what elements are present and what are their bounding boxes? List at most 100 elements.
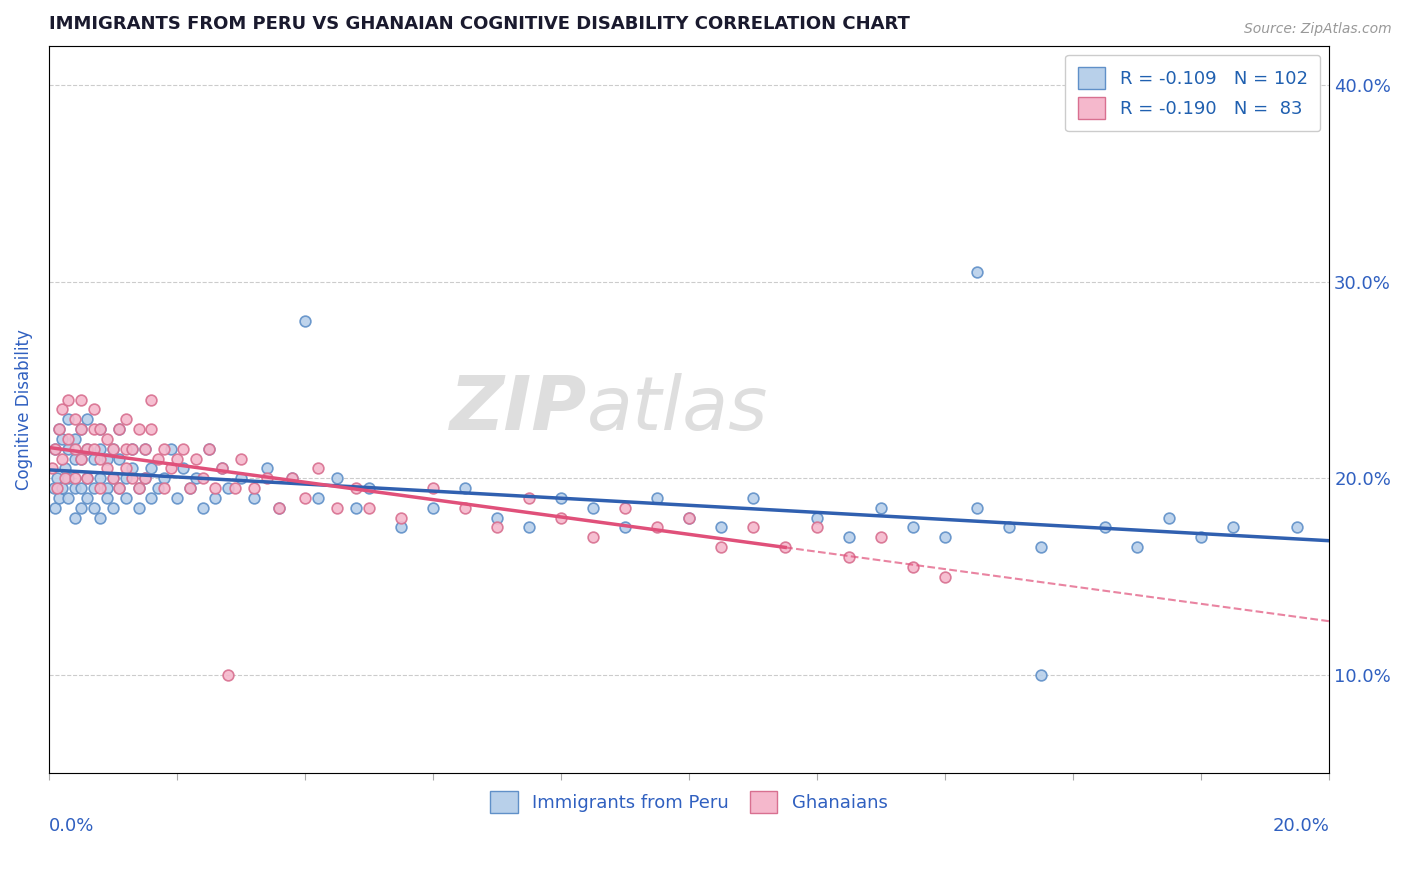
Point [83,422,105,436]
Point [101,500,124,515]
Point [76,442,98,456]
Point [141,422,163,436]
Point [108,481,131,495]
Point [243,481,266,495]
Point [186,471,208,485]
Point [83,451,105,466]
Point [454,500,477,515]
Point [70,422,93,436]
Point [1222,520,1244,534]
Point [51,451,73,466]
Point [998,520,1021,534]
Point [114,461,136,475]
Point [96,451,118,466]
Text: atlas: atlas [586,374,768,445]
Point [101,442,124,456]
Point [357,500,380,515]
Point [229,451,252,466]
Point [710,540,733,554]
Point [44,442,66,456]
Point [134,442,156,456]
Point [326,471,349,485]
Point [63,510,86,524]
Point [51,481,73,495]
Point [281,471,304,485]
Point [96,432,118,446]
Point [108,422,131,436]
Point [70,422,93,436]
Point [121,461,143,475]
Point [934,530,956,544]
Point [141,461,163,475]
Point [114,412,136,426]
Point [41,461,63,475]
Point [870,530,893,544]
Point [742,491,765,505]
Point [101,442,124,456]
Point [211,461,233,475]
Text: 0.0%: 0.0% [49,817,94,835]
Point [166,491,188,505]
Point [108,422,131,436]
Legend: Immigrants from Peru, Ghanaians: Immigrants from Peru, Ghanaians [481,782,897,822]
Point [101,471,124,485]
Point [108,451,131,466]
Point [53,471,76,485]
Point [159,442,181,456]
Point [326,500,349,515]
Point [76,442,98,456]
Point [48,491,70,505]
Point [134,471,156,485]
Point [141,491,163,505]
Point [114,491,136,505]
Point [934,569,956,583]
Point [517,491,540,505]
Point [83,500,105,515]
Point [70,500,93,515]
Point [307,491,329,505]
Point [204,491,226,505]
Point [486,510,509,524]
Point [217,668,239,682]
Point [70,451,93,466]
Point [1094,520,1116,534]
Point [582,530,605,544]
Point [211,461,233,475]
Point [83,481,105,495]
Point [229,471,252,485]
Point [45,481,67,495]
Point [614,500,637,515]
Point [128,500,150,515]
Point [256,461,278,475]
Point [56,392,79,407]
Point [89,510,111,524]
Point [838,530,860,544]
Point [806,520,828,534]
Point [153,481,176,495]
Point [89,422,111,436]
Point [153,442,176,456]
Point [108,481,131,495]
Point [243,491,266,505]
Point [582,500,605,515]
Point [773,540,796,554]
Point [966,500,988,515]
Point [114,442,136,456]
Point [121,442,143,456]
Point [901,559,924,574]
Point [51,432,73,446]
Point [294,491,316,505]
Point [146,451,169,466]
Point [121,442,143,456]
Point [44,442,66,456]
Point [486,520,509,534]
Point [224,481,246,495]
Point [89,442,111,456]
Point [56,471,79,485]
Point [1189,530,1212,544]
Text: 20.0%: 20.0% [1272,817,1329,835]
Point [45,471,67,485]
Point [89,471,111,485]
Point [678,510,700,524]
Point [389,520,412,534]
